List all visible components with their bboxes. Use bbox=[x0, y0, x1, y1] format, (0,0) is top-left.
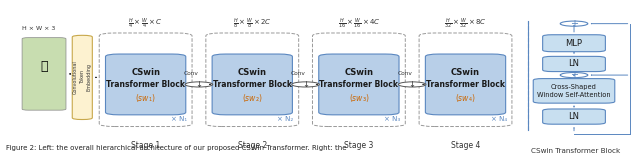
Text: Transformer Block: Transformer Block bbox=[426, 80, 505, 89]
Text: ↓: ↓ bbox=[302, 80, 309, 89]
Text: Convolutional
Token
Embedding: Convolutional Token Embedding bbox=[73, 61, 92, 94]
Text: +: + bbox=[570, 19, 578, 29]
Text: CSwin: CSwin bbox=[451, 68, 480, 77]
Text: $(sw₁)$: $(sw₁)$ bbox=[135, 92, 156, 104]
Text: CSwin: CSwin bbox=[344, 68, 373, 77]
Text: $(sw₂)$: $(sw₂)$ bbox=[242, 92, 262, 104]
FancyBboxPatch shape bbox=[72, 35, 92, 119]
Text: × N₁: × N₁ bbox=[171, 116, 187, 122]
Text: $(sw₃)$: $(sw₃)$ bbox=[349, 92, 369, 104]
Text: Cross-Shaped
Window Self-Attention: Cross-Shaped Window Self-Attention bbox=[537, 84, 611, 98]
Text: ↓: ↓ bbox=[409, 80, 416, 89]
Circle shape bbox=[398, 82, 426, 87]
Text: $\frac{H}{16}\times\frac{W}{16}\times 4C$: $\frac{H}{16}\times\frac{W}{16}\times 4C… bbox=[337, 16, 380, 31]
FancyBboxPatch shape bbox=[533, 79, 615, 103]
Text: Transformer Block: Transformer Block bbox=[106, 80, 185, 89]
FancyBboxPatch shape bbox=[106, 54, 186, 115]
Text: +: + bbox=[570, 70, 578, 80]
Text: $\frac{H}{4}\times\frac{W}{4}\times C$: $\frac{H}{4}\times\frac{W}{4}\times C$ bbox=[129, 16, 163, 31]
Text: CSwin Transformer Block: CSwin Transformer Block bbox=[531, 148, 621, 154]
FancyBboxPatch shape bbox=[543, 35, 605, 52]
Text: × N₂: × N₂ bbox=[277, 116, 294, 122]
Text: × N₄: × N₄ bbox=[491, 116, 507, 122]
FancyBboxPatch shape bbox=[426, 54, 506, 115]
Text: Transformer Block: Transformer Block bbox=[319, 80, 398, 89]
Text: 🐦: 🐦 bbox=[40, 60, 48, 73]
Text: Stage 1: Stage 1 bbox=[131, 141, 160, 150]
Text: LN: LN bbox=[568, 59, 579, 68]
Text: Conv: Conv bbox=[184, 71, 199, 76]
FancyBboxPatch shape bbox=[543, 109, 605, 124]
Text: LN: LN bbox=[568, 112, 579, 121]
Text: CSwin: CSwin bbox=[131, 68, 160, 77]
FancyBboxPatch shape bbox=[22, 38, 66, 110]
Text: H × W × 3: H × W × 3 bbox=[22, 26, 56, 31]
Text: $\frac{H}{8}\times\frac{W}{8}\times 2C$: $\frac{H}{8}\times\frac{W}{8}\times 2C$ bbox=[233, 16, 271, 31]
Circle shape bbox=[560, 21, 588, 26]
FancyBboxPatch shape bbox=[543, 56, 605, 72]
Circle shape bbox=[185, 82, 212, 87]
Text: $(sw₄)$: $(sw₄)$ bbox=[455, 92, 476, 104]
Text: × N₃: × N₃ bbox=[384, 116, 400, 122]
Text: MLP: MLP bbox=[566, 39, 582, 48]
Circle shape bbox=[560, 73, 588, 78]
Text: Transformer Block: Transformer Block bbox=[212, 80, 292, 89]
Text: Stage 2: Stage 2 bbox=[237, 141, 267, 150]
Text: Stage 3: Stage 3 bbox=[344, 141, 374, 150]
Circle shape bbox=[292, 82, 319, 87]
Text: Conv: Conv bbox=[397, 71, 412, 76]
FancyBboxPatch shape bbox=[319, 54, 399, 115]
Text: Conv: Conv bbox=[291, 71, 305, 76]
Text: CSwin: CSwin bbox=[238, 68, 267, 77]
Text: $\frac{H}{32}\times\frac{W}{32}\times 8C$: $\frac{H}{32}\times\frac{W}{32}\times 8C… bbox=[444, 16, 487, 31]
Text: ↓: ↓ bbox=[195, 80, 202, 89]
Text: Figure 2: Left: the overall hierarchical architecture of our proposed CSWin Tran: Figure 2: Left: the overall hierarchical… bbox=[6, 145, 347, 151]
Text: Stage 4: Stage 4 bbox=[451, 141, 480, 150]
FancyBboxPatch shape bbox=[212, 54, 292, 115]
